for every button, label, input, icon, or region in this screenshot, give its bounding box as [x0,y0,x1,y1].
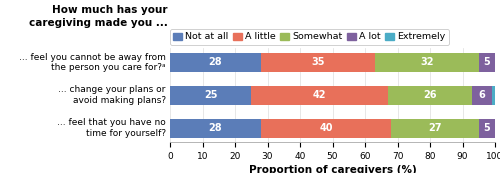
Bar [170,86,252,105]
Text: 32: 32 [420,57,434,67]
Text: 6: 6 [478,90,486,100]
Text: 5: 5 [484,123,490,133]
Bar [252,86,388,105]
Text: 42: 42 [313,90,326,100]
Text: 27: 27 [428,123,442,133]
Text: 40: 40 [320,123,333,133]
Text: 26: 26 [423,90,437,100]
Bar [170,53,261,72]
Text: 28: 28 [208,123,222,133]
Text: 5: 5 [484,57,490,67]
Bar [492,86,495,105]
Bar [170,119,261,138]
Bar [375,53,479,72]
Bar [261,119,391,138]
Text: 25: 25 [204,90,218,100]
Bar [388,86,472,105]
Bar [391,119,479,138]
Bar [479,119,495,138]
Text: 35: 35 [311,57,324,67]
Text: How much has your
caregiving made you ...: How much has your caregiving made you ..… [28,5,168,28]
Legend: Not at all, A little, Somewhat, A lot, Extremely: Not at all, A little, Somewhat, A lot, E… [170,29,448,45]
Text: 28: 28 [208,57,222,67]
Bar [261,53,375,72]
X-axis label: Proportion of caregivers (%): Proportion of caregivers (%) [248,165,416,173]
Bar [479,53,495,72]
Bar [472,86,492,105]
